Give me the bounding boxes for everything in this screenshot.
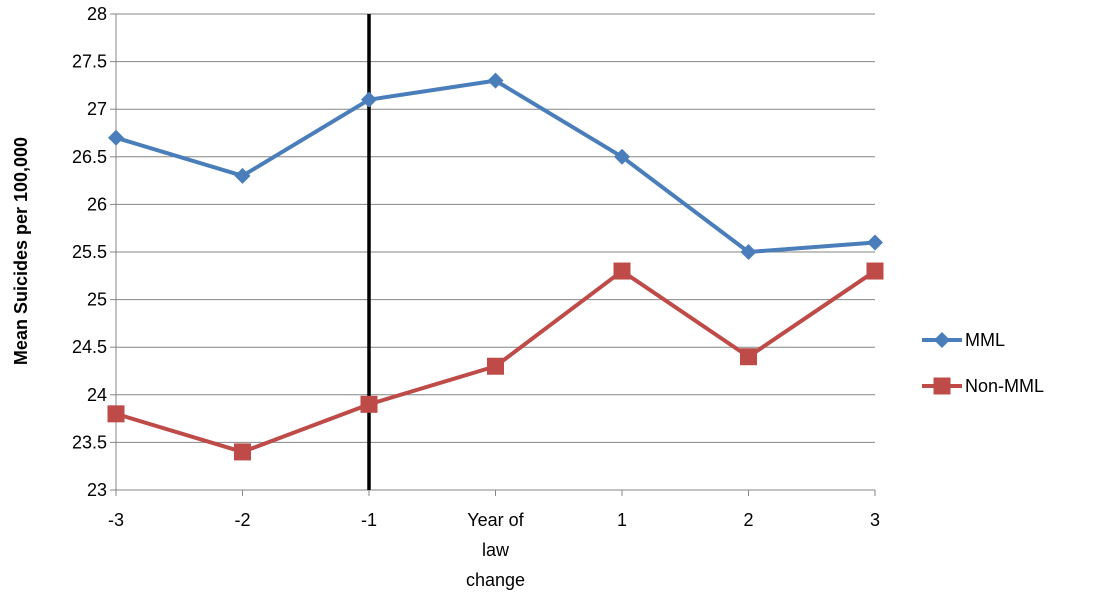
- axes: [110, 13, 876, 496]
- data-point-mml: [108, 129, 124, 146]
- data-point-non-mml: [866, 262, 884, 280]
- data-point-mml: [867, 234, 883, 251]
- x-tick-label: -1: [361, 510, 377, 530]
- y-tick-label: 28: [87, 4, 107, 24]
- legend-label-non-mml: Non-MML: [965, 376, 1044, 396]
- y-tick-label: 24: [87, 385, 107, 405]
- data-point-non-mml: [360, 395, 378, 413]
- y-axis-title: Mean Suicides per 100,000: [11, 137, 31, 365]
- data-point-non-mml: [613, 262, 631, 280]
- x-tick-label: -2: [234, 510, 250, 530]
- legend-marker-mml: [934, 332, 950, 348]
- y-tick-label: 26: [87, 194, 107, 214]
- y-tick-label: 25: [87, 290, 107, 310]
- legend-item-non-mml: Non-MML: [922, 376, 1044, 396]
- y-tick-label: 23: [87, 480, 107, 500]
- x-tick-label: Year of law change: [466, 510, 525, 590]
- data-point-non-mml: [487, 357, 504, 375]
- y-tick-label: 27: [87, 99, 107, 119]
- series-non-mml: [107, 262, 884, 461]
- data-point-mml: [234, 167, 251, 184]
- gridlines: [116, 13, 875, 491]
- x-tick-label: 3: [870, 510, 880, 530]
- series-mml: [108, 72, 883, 260]
- data-point-mml: [361, 91, 377, 108]
- y-tick-label: 24.5: [72, 337, 107, 357]
- data-point-non-mml: [234, 443, 251, 461]
- y-tick-label: 26.5: [72, 147, 107, 167]
- series-group: [107, 72, 884, 461]
- y-tick-label: 27.5: [72, 52, 107, 72]
- x-tick-label: -3: [108, 510, 124, 530]
- x-tick-label: 2: [743, 510, 753, 530]
- data-point-mml: [614, 148, 630, 165]
- data-point-mml: [487, 72, 504, 89]
- legend: MML Non-MML: [922, 330, 1044, 396]
- legend-item-mml: MML: [922, 330, 1005, 350]
- x-tick-label: 1: [617, 510, 627, 530]
- y-tick-label: 23.5: [72, 432, 107, 452]
- data-point-mml: [740, 244, 757, 260]
- legend-label-mml: MML: [965, 330, 1005, 350]
- legend-marker-non-mml: [933, 377, 951, 395]
- data-point-non-mml: [107, 405, 125, 423]
- series-line-mml: [115, 78, 876, 254]
- y-tick-label: 25.5: [72, 242, 107, 262]
- data-point-non-mml: [740, 348, 757, 366]
